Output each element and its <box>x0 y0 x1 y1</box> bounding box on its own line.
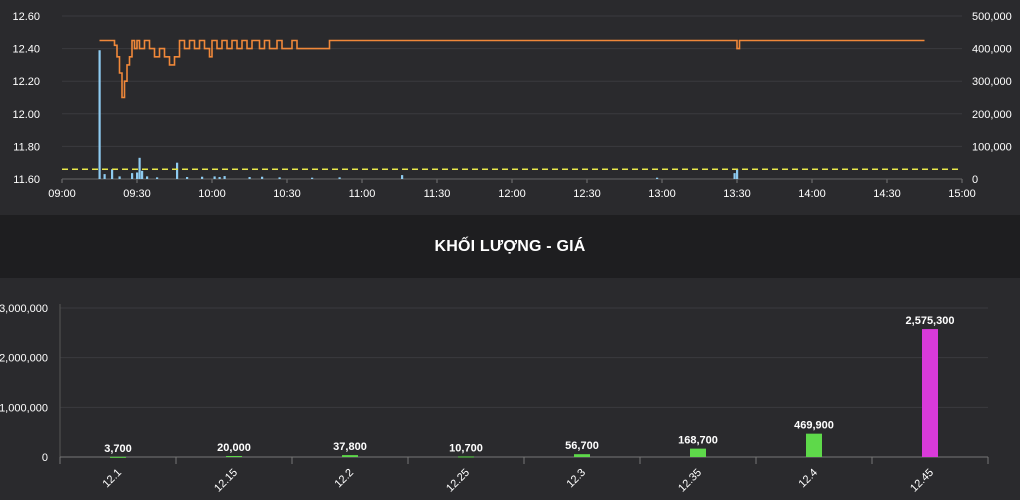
x-tick-label: 10:30 <box>273 188 301 200</box>
volume-bar <box>458 456 474 458</box>
volume-bar <box>248 177 251 179</box>
volume-bar <box>342 455 358 457</box>
y-tick-label: 11.60 <box>13 174 40 186</box>
volume-bar <box>922 329 938 457</box>
x-tick-label: 10:00 <box>198 188 226 200</box>
bar-value-label: 2,575,300 <box>906 315 955 327</box>
x-tick-label: 12.1 <box>100 467 124 491</box>
x-tick-label: 11:30 <box>424 188 451 200</box>
y-tick-label: 0 <box>42 452 48 464</box>
volume-bar <box>176 162 179 179</box>
volume-bar <box>186 177 189 179</box>
x-tick-label: 09:30 <box>123 188 151 200</box>
y2-tick-label: 500,000 <box>972 11 1012 23</box>
y2-tick-label: 100,000 <box>972 141 1012 153</box>
volume-bar <box>806 433 822 457</box>
x-tick-label: 14:30 <box>873 188 901 200</box>
section-header: KHỐI LƯỢNG - GIÁ <box>0 215 1020 278</box>
x-tick-label: 11:00 <box>349 188 376 200</box>
bar-value-label: 20,000 <box>217 442 251 454</box>
x-tick-label: 12:30 <box>573 188 601 200</box>
y-tick-label: 11.80 <box>13 141 40 153</box>
x-tick-label: 14:00 <box>798 188 826 200</box>
volume-bar <box>156 177 159 179</box>
x-tick-label: 13:30 <box>723 188 751 200</box>
x-tick-label: 15:00 <box>948 188 976 200</box>
y-tick-label: 12.40 <box>12 44 40 56</box>
volume-bar <box>146 176 149 179</box>
bar-value-label: 37,800 <box>333 441 367 453</box>
x-tick-label: 12.4 <box>796 467 820 491</box>
volume-bar <box>141 170 144 179</box>
intraday-price-volume-chart: 11.60 11.80 12.00 12.20 12.40 12.60 0 100,000 20… <box>12 11 1012 200</box>
volume-bar <box>401 175 404 179</box>
x-tick-label: 09:00 <box>48 188 76 200</box>
volume-bar <box>218 177 221 179</box>
x-tick-label: 12:00 <box>498 188 526 200</box>
bar-value-label: 168,700 <box>678 435 718 447</box>
y-tick-label: 1,000,000 <box>0 402 48 414</box>
x-tick-label: 12.25 <box>444 467 472 495</box>
volume-bar <box>201 176 204 179</box>
volume-bar <box>110 456 126 458</box>
volume-bar <box>278 177 281 179</box>
y-tick-label: 3,000,000 <box>0 303 48 315</box>
y2-tick-label: 400,000 <box>972 44 1012 56</box>
x-tick-label: 12.3 <box>564 467 588 491</box>
intraday-chart-panel: 11.60 11.80 12.00 12.20 12.40 12.60 0 100,000 20… <box>0 0 1020 215</box>
y-tick-label: 12.20 <box>12 76 40 88</box>
volume-bar <box>261 176 264 179</box>
volume-bar <box>223 176 226 179</box>
volume-bar <box>226 456 242 458</box>
volume-bar <box>138 157 141 179</box>
volume-bar <box>736 169 739 179</box>
volume-bar <box>311 177 314 179</box>
x-tick-label: 12.2 <box>332 467 356 491</box>
y2-tick-label: 300,000 <box>972 76 1012 88</box>
volume-bar <box>103 174 106 179</box>
volume-bar <box>111 169 114 179</box>
volume-bar <box>338 177 341 179</box>
volume-bar <box>98 50 101 180</box>
y-tick-label: 12.00 <box>12 109 40 121</box>
bar-value-label: 469,900 <box>794 420 834 432</box>
y-tick-label: 2,000,000 <box>0 353 48 365</box>
x-tick-label: 13:00 <box>648 188 676 200</box>
volume-bar <box>213 176 216 179</box>
volume-bar <box>656 177 659 179</box>
price-line <box>99 39 925 99</box>
bar-value-label: 10,700 <box>449 442 483 454</box>
volume-bar <box>733 173 736 179</box>
volume-bar <box>574 454 590 457</box>
y-tick-label: 12.60 <box>12 11 40 23</box>
x-tick-label: 12.45 <box>908 467 936 495</box>
volume-bar <box>690 448 706 457</box>
x-tick-label: 12.35 <box>676 467 704 495</box>
volume-bar <box>136 172 139 179</box>
section-title: KHỐI LƯỢNG - GIÁ <box>434 237 586 255</box>
bar-value-label: 3,700 <box>104 443 132 455</box>
x-tick-label: 12.15 <box>212 467 240 495</box>
bar-value-label: 56,700 <box>565 440 599 452</box>
volume-bar <box>118 176 121 179</box>
volume-bar <box>131 173 134 179</box>
y2-tick-label: 0 <box>972 174 978 186</box>
volume-by-price-panel: 0 1,000,000 2,000,000 3,000,000 3,700 12.1 20,… <box>0 278 1020 500</box>
y2-tick-label: 200,000 <box>972 109 1012 121</box>
volume-by-price-chart: 0 1,000,000 2,000,000 3,000,000 3,700 12.1 20,… <box>0 303 989 495</box>
